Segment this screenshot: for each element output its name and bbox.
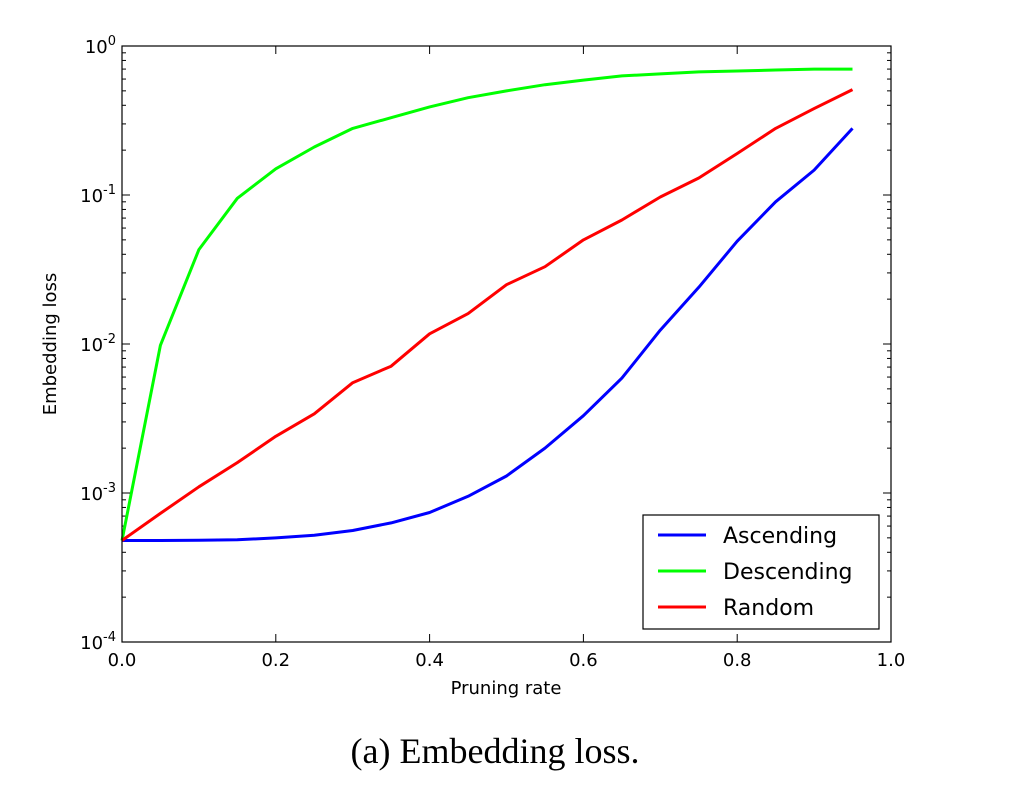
legend-label: Ascending <box>723 524 837 549</box>
x-tick-label: 0.6 <box>569 650 598 671</box>
x-tick-label: 0.2 <box>261 650 290 671</box>
y-axis-ticks: 10-4 10-3 10-2 10-1 100 <box>80 34 891 654</box>
series-line-descending <box>120 67 853 541</box>
legend-label: Random <box>723 596 814 621</box>
x-tick-label: 0.8 <box>723 650 752 671</box>
y-tick-label: 10-4 <box>80 630 116 654</box>
x-tick-label: 1.0 <box>877 650 906 671</box>
x-tick-label: 0.4 <box>415 650 444 671</box>
x-axis-label: Pruning rate <box>451 678 562 699</box>
x-axis-ticks: 0.0 0.2 0.4 0.6 0.8 1.0 <box>108 46 906 671</box>
minor-ticks <box>122 52 891 598</box>
series-lines <box>120 67 854 542</box>
legend: Ascending Descending Random <box>642 514 880 630</box>
series-line-random <box>121 88 854 542</box>
y-tick-label: 10-2 <box>80 332 116 356</box>
x-tick-label: 0.0 <box>108 650 137 671</box>
y-tick-label: 10-3 <box>80 481 116 505</box>
legend-label: Descending <box>723 560 853 585</box>
figure-caption: (a) Embedding loss. <box>350 731 640 771</box>
y-tick-label: 100 <box>85 34 116 58</box>
y-tick-label: 10-1 <box>80 183 116 207</box>
series-line-ascending <box>122 127 854 542</box>
y-axis-label: Embedding loss <box>40 273 61 416</box>
